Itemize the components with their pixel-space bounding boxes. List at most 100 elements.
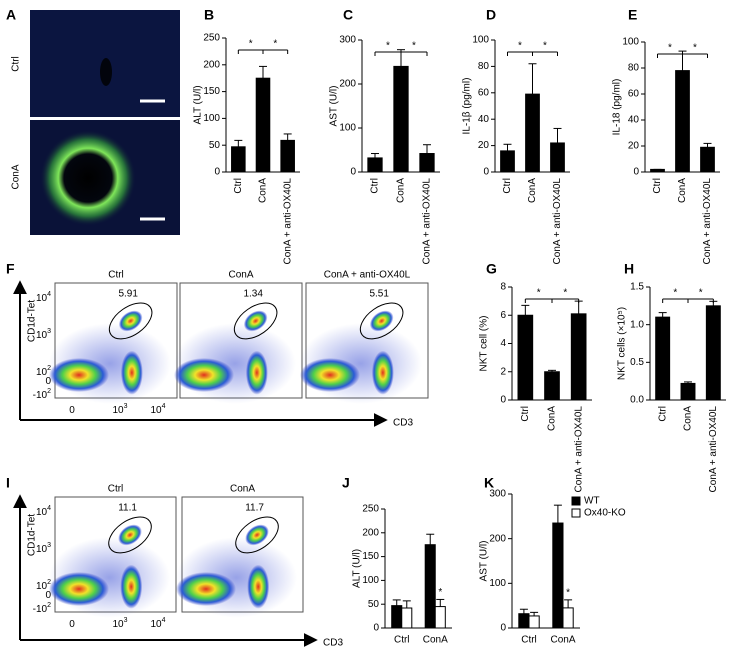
y-tick-label: 100 [362, 575, 379, 586]
y-tick-label: 80 [478, 61, 490, 72]
y-tick-label: -102 [33, 388, 51, 401]
y-tick-label: 104 [36, 291, 51, 304]
bar [255, 77, 271, 173]
density [176, 572, 236, 606]
density [247, 564, 270, 609]
density [118, 524, 142, 546]
tick-exponent: 2 [47, 365, 51, 372]
y-axis-label: CD1d-Tet [27, 300, 38, 342]
gate [108, 302, 153, 340]
x-tick-label: ConA [547, 406, 558, 431]
density [120, 564, 143, 609]
gate-percent: 5.91 [118, 289, 138, 300]
x-tick-label: Ctrl [652, 178, 663, 194]
panel-letter: A [6, 7, 16, 23]
y-tick-label: 0 [214, 167, 220, 178]
bar [680, 382, 696, 401]
y-tick-label: 8 [500, 282, 506, 293]
x-tick-label: ConA + anti-OX40L [702, 178, 713, 265]
y-axis-label: ALT (U/l) [352, 549, 363, 588]
panel-letter: B [204, 7, 214, 23]
y-tick-label: 1.5 [630, 282, 644, 293]
plot-title: ConA + anti-OX40L [324, 270, 411, 281]
y-axis-label: CD1d-Tet [27, 514, 38, 556]
plot-title: Ctrl [108, 270, 124, 281]
significance-star: * [563, 288, 567, 299]
x-tick-label: ConA + anti-OX40L [708, 406, 719, 493]
y-axis-label: IL-1β (pg/ml) [462, 78, 473, 135]
significance-star: * [673, 288, 677, 299]
y-axis-label: AST (U/l) [329, 86, 340, 127]
x-tick-label: Ctrl [233, 178, 244, 194]
tick-exponent: 4 [47, 505, 51, 512]
y-axis-label: IL-18 (pg/ml) [612, 79, 623, 136]
density [369, 310, 394, 332]
gate-percent: 11.1 [118, 503, 137, 514]
tick-base: 10 [112, 405, 124, 416]
y-tick-label: 200 [203, 59, 220, 70]
bar [367, 157, 383, 173]
density [174, 358, 234, 392]
panel-letter: I [6, 475, 10, 491]
bar [280, 139, 295, 173]
panel-letter: K [484, 475, 494, 491]
tick-exponent: 3 [47, 328, 51, 335]
y-tick-label: 0 [483, 167, 489, 178]
y-axis-label: NKT cells (×10⁵) [617, 307, 628, 380]
gate [233, 302, 278, 340]
tick-base: 10 [36, 293, 48, 304]
significance-star: * [566, 588, 570, 599]
density [118, 310, 143, 332]
bar [562, 607, 574, 629]
stained-region [40, 130, 136, 226]
x-tick-label: Ctrl [520, 406, 531, 422]
tick-base: 0 [69, 405, 75, 416]
density [120, 350, 143, 395]
y-tick-label: 200 [339, 79, 356, 90]
y-tick-label: -102 [33, 602, 51, 615]
bar [434, 606, 446, 629]
gate [359, 302, 404, 340]
density [49, 358, 109, 392]
y-tick-label: 100 [489, 578, 506, 589]
significance-star: * [273, 39, 277, 50]
bar [518, 613, 530, 629]
y-axis-label: AST (U/l) [479, 541, 490, 582]
legend-swatch [571, 508, 581, 518]
panel-letter: G [486, 261, 497, 277]
tick-exponent: 4 [162, 617, 166, 624]
density [371, 350, 394, 395]
x-tick-label: 0 [69, 619, 75, 630]
y-tick-label: 100 [622, 37, 639, 48]
significance-star: * [386, 41, 390, 52]
micrograph-panel: A Ctrl ConA [6, 7, 180, 235]
bar [570, 313, 587, 401]
x-tick-label: Ctrl [657, 406, 668, 422]
y-tick-label: 0 [45, 376, 51, 387]
bar [528, 615, 540, 629]
density [49, 572, 109, 606]
panel-letter: C [343, 7, 353, 23]
bar [231, 146, 246, 173]
y-tick-label: 4 [500, 338, 506, 349]
y-tick-label: 100 [472, 35, 489, 46]
legend-swatch [571, 496, 581, 506]
density [245, 524, 269, 546]
x-tick-label: 0 [69, 405, 75, 416]
x-axis-label: CD3 [323, 638, 343, 649]
y-tick-label: 150 [203, 86, 220, 97]
plot-title: ConA [230, 484, 255, 495]
y-tick-label: 0 [45, 590, 51, 601]
x-tick-label: 104 [150, 617, 165, 630]
panel-letter: H [624, 261, 634, 277]
y-axis-label: NKT cell (%) [479, 316, 490, 372]
panel-letter: D [486, 7, 496, 23]
bar [675, 70, 690, 173]
y-tick-label: 0 [633, 167, 639, 178]
y-tick-label: 200 [489, 533, 506, 544]
image-label: Ctrl [11, 56, 22, 72]
tick-base: 0 [45, 376, 51, 387]
x-tick-label: ConA [423, 635, 448, 646]
y-tick-label: 104 [36, 505, 51, 518]
